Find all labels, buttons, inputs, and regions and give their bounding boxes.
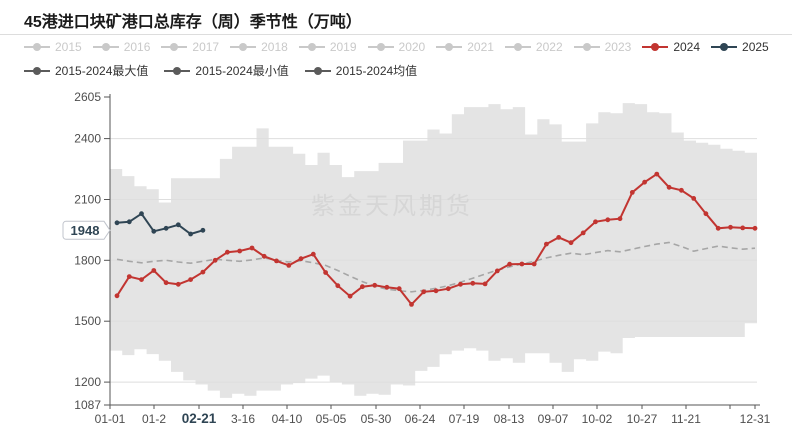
legend-item-2019[interactable]: 2019 xyxy=(298,40,357,54)
legend-item-2017[interactable]: 2017 xyxy=(161,40,219,54)
svg-text:2400: 2400 xyxy=(74,132,101,146)
svg-text:1200: 1200 xyxy=(74,375,101,389)
svg-text:05-30: 05-30 xyxy=(361,412,392,426)
legend-marker-icon xyxy=(642,43,669,51)
legend-item-label: 2023 xyxy=(604,40,632,54)
legend-marker-icon xyxy=(230,43,257,51)
chart-title: 45港进口块矿港口总库存（周）季节性（万吨） xyxy=(24,14,362,31)
svg-text:1948: 1948 xyxy=(71,223,100,238)
svg-text:3-16: 3-16 xyxy=(231,412,255,426)
svg-text:2605: 2605 xyxy=(74,90,101,104)
series-2024-line xyxy=(114,171,758,307)
legend-item-2025[interactable]: 2025 xyxy=(711,40,769,54)
svg-text:10-27: 10-27 xyxy=(627,412,658,426)
minmax-band xyxy=(110,103,757,398)
legend-item-2015[interactable]: 2015 xyxy=(24,40,82,54)
mean-line xyxy=(116,241,756,293)
svg-text:2100: 2100 xyxy=(74,193,101,207)
legend-item-label: 2019 xyxy=(329,40,357,54)
legend-item-label: 2017 xyxy=(192,40,220,54)
legend-item-label: 2015-2024均值 xyxy=(335,64,418,78)
svg-text:06-24: 06-24 xyxy=(405,412,436,426)
legend-item-2022[interactable]: 2022 xyxy=(504,40,563,54)
svg-text:1800: 1800 xyxy=(74,253,101,267)
svg-text:07-19: 07-19 xyxy=(449,412,480,426)
legend-item-label: 2025 xyxy=(742,40,769,54)
legend-marker-icon xyxy=(24,66,50,75)
svg-text:09-07: 09-07 xyxy=(538,412,569,426)
svg-text:02-21: 02-21 xyxy=(182,411,217,426)
legend-marker-icon xyxy=(573,43,600,51)
svg-text:08-13: 08-13 xyxy=(494,412,525,426)
svg-text:05-05: 05-05 xyxy=(316,412,347,426)
svg-text:1500: 1500 xyxy=(74,314,101,328)
legend-item-2016[interactable]: 2016 xyxy=(92,40,151,54)
svg-text:04-10: 04-10 xyxy=(272,412,303,426)
svg-text:11-21: 11-21 xyxy=(671,412,701,426)
legend-item-label: 2021 xyxy=(467,40,494,54)
legend-item-label: 2015 xyxy=(55,40,82,54)
y-axis-marker-label: 1948 xyxy=(62,220,111,240)
y-axis: 2605 2400 2100 1800 1500 1200 1087 xyxy=(74,90,111,412)
legend-marker-icon xyxy=(161,43,188,51)
legend-item-label: 2018 xyxy=(261,40,288,54)
legend-item-2021[interactable]: 2021 xyxy=(436,40,494,54)
watermark: 紫金天风期货 xyxy=(311,193,473,220)
legend-item-label: 2024 xyxy=(673,40,701,54)
legend-item-2020[interactable]: 2020 xyxy=(367,40,426,54)
legend-item-label: 2016 xyxy=(123,40,151,54)
legend-row-years: 2015 2016 2017 2018 2019 2020 2021 2022 … xyxy=(24,40,769,54)
legend-marker-icon xyxy=(436,43,463,51)
legend-marker-icon xyxy=(711,43,738,51)
svg-text:01-2: 01-2 xyxy=(142,412,166,426)
svg-text:1087: 1087 xyxy=(74,398,101,412)
legend-item-2024[interactable]: 2024 xyxy=(642,40,700,54)
svg-text:12-31: 12-31 xyxy=(740,412,771,426)
series-2025-line xyxy=(114,211,206,237)
legend-marker-icon xyxy=(367,43,394,51)
svg-text:01-01: 01-01 xyxy=(95,412,126,426)
legend-item-label: 2015-2024最小值 xyxy=(195,64,289,78)
legend-row-stats: 2015-2024最大值 2015-2024最小值 2015-2024均值 xyxy=(24,62,417,79)
legend-marker-icon xyxy=(24,43,50,51)
legend-item-max[interactable]: 2015-2024最大值 xyxy=(24,62,148,79)
legend-marker-icon xyxy=(298,43,325,51)
legend-marker-icon xyxy=(164,66,191,75)
legend-item-2023[interactable]: 2023 xyxy=(573,40,632,54)
svg-text:10-02: 10-02 xyxy=(582,412,613,426)
title-divider xyxy=(0,34,792,35)
legend-item-min[interactable]: 2015-2024最小值 xyxy=(164,62,289,79)
legend-item-label: 2015-2024最大值 xyxy=(55,64,149,78)
x-axis: 01-01 01-2 02-21 3-16 04-10 05-05 05-30 06-24 07… xyxy=(95,404,771,426)
legend-item-2018[interactable]: 2018 xyxy=(230,40,288,54)
legend-item-label: 2022 xyxy=(535,40,563,54)
gridlines xyxy=(110,138,757,383)
legend-item-mean[interactable]: 2015-2024均值 xyxy=(304,62,418,79)
legend-marker-icon xyxy=(92,43,119,51)
legend-marker-icon xyxy=(504,43,531,51)
legend-item-label: 2020 xyxy=(398,40,426,54)
legend-marker-icon xyxy=(304,66,331,75)
